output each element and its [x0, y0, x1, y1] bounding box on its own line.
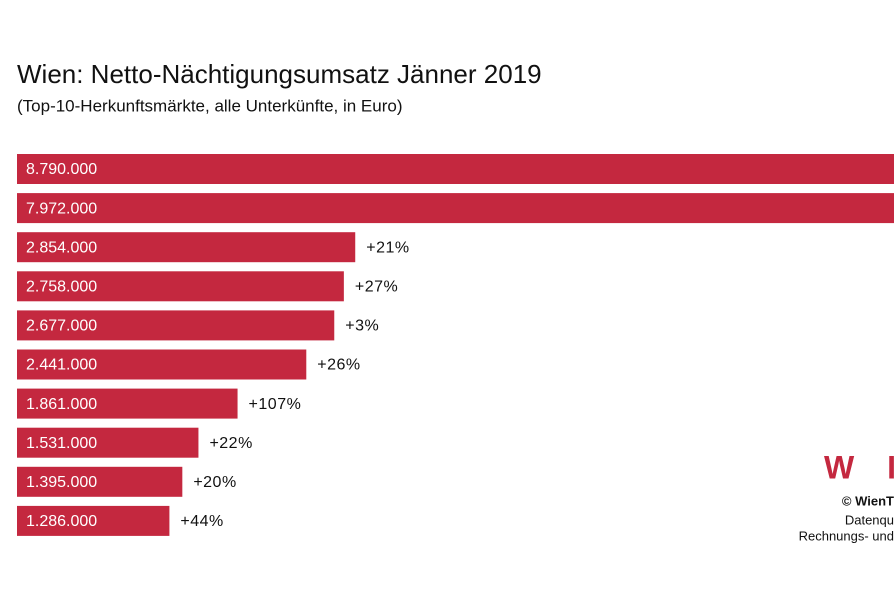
bar: [17, 505, 170, 536]
bar: [17, 310, 335, 341]
value-label: 2.758.000: [26, 279, 97, 296]
value-label: 1.531.000: [26, 435, 97, 452]
chart-subtitle: (Top-10-Herkunftsmärkte, alle Unterkünft…: [17, 96, 403, 115]
bar: [17, 388, 238, 419]
change-label: +27%: [355, 279, 398, 296]
value-label: 1.395.000: [26, 474, 97, 491]
credit: © WienT: [842, 493, 894, 508]
bar: [17, 154, 894, 184]
value-label: 2.441.000: [26, 357, 97, 374]
change-label: +44%: [180, 513, 223, 530]
value-label: 8.790.000: [26, 161, 97, 178]
bar: [17, 466, 183, 497]
value-label: 2.677.000: [26, 318, 97, 335]
bar: [17, 271, 344, 302]
logo: W I: [824, 449, 894, 485]
change-label: +107%: [249, 396, 302, 413]
value-label: 1.286.000: [26, 513, 97, 530]
bar: [17, 349, 307, 380]
bar: [17, 427, 199, 458]
credit: Rechnungs- und: [799, 528, 894, 543]
change-label: +26%: [317, 357, 360, 374]
bar: [17, 193, 894, 224]
value-label: 2.854.000: [26, 239, 97, 256]
change-label: +21%: [366, 239, 409, 256]
chart-title: Wien: Netto-Nächtigungsumsatz Jänner 201…: [17, 59, 542, 89]
change-label: +20%: [193, 474, 236, 491]
value-label: 1.861.000: [26, 396, 97, 413]
bar: [17, 232, 356, 263]
change-label: +22%: [209, 435, 252, 452]
change-label: +3%: [345, 318, 379, 335]
value-label: 7.972.000: [26, 200, 97, 217]
credit: Datenqu: [845, 512, 894, 527]
